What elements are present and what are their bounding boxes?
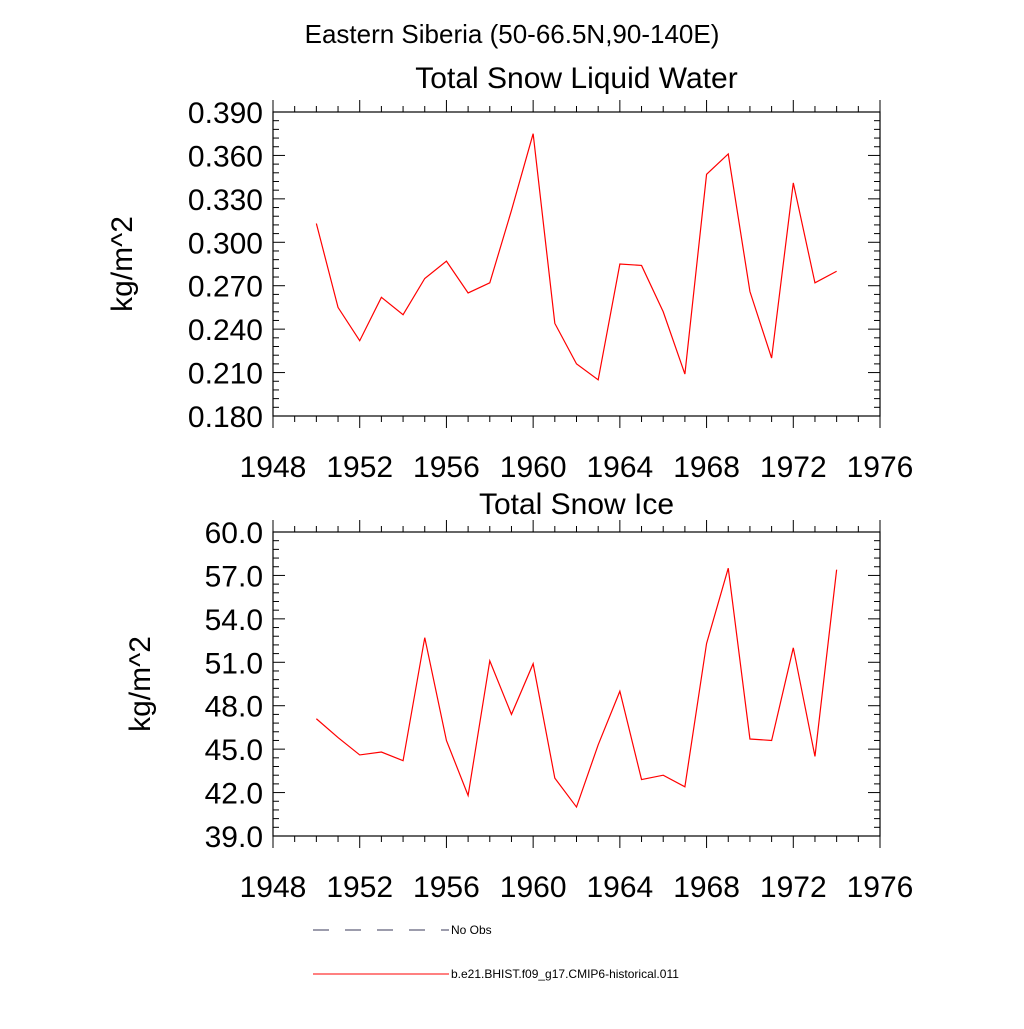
x-tick-label: 1952 [326,451,393,484]
plot-frame [272,531,881,837]
y-axis-label: kg/m^2 [124,636,157,732]
x-tick-label: 1948 [240,871,307,904]
series-line [315,133,837,381]
y-tick-label: 48.0 [205,691,263,724]
y-tick-label: 51.0 [205,647,263,680]
panel-title: Total Snow Liquid Water [415,62,737,95]
plot-frame [272,111,881,417]
y-tick-label: 39.0 [205,821,263,854]
y-tick-label: 60.0 [205,517,263,550]
y-tick-label: 0.390 [188,97,263,130]
x-tick-label: 1964 [586,451,653,484]
x-tick-label: 1968 [673,451,740,484]
figure-title: Eastern Siberia (50-66.5N,90-140E) [305,19,720,49]
x-tick-label: 1960 [500,871,567,904]
panel-title: Total Snow Ice [479,488,674,521]
y-tick-label: 0.180 [188,401,263,434]
y-axis-label: kg/m^2 [106,216,139,312]
y-tick-label: 0.240 [188,314,263,347]
series-line [315,568,838,809]
y-tick-label: 0.270 [188,271,263,304]
y-tick-label: 0.330 [188,184,263,217]
x-tick-label: 1972 [760,451,827,484]
y-tick-label: 0.360 [188,140,263,173]
x-tick-label: 1956 [413,871,480,904]
legend-label: No Obs [451,923,492,937]
x-tick-label: 1976 [847,871,914,904]
x-tick-label: 1956 [413,451,480,484]
y-tick-label: 0.300 [188,227,263,260]
x-tick-label: 1964 [586,871,653,904]
x-tick-label: 1948 [240,451,307,484]
x-tick-label: 1976 [847,451,914,484]
x-tick-label: 1952 [326,871,393,904]
x-tick-label: 1960 [500,451,567,484]
x-tick-label: 1972 [760,871,827,904]
y-tick-label: 42.0 [205,778,263,811]
panel-1: Total Snow Liquid Water kg/m^2 0.180 0.210 0… [106,62,913,484]
y-tick-label: 0.210 [188,358,263,391]
y-tick-label: 54.0 [205,604,263,637]
y-tick-label: 57.0 [205,560,263,593]
legend-label: b.e21.BHIST.f09_g17.CMIP6-historical.011 [451,967,679,981]
panel-2: Total Snow Ice kg/m^2 39.0 42.0 45.0 48.0 51.0… [124,488,913,904]
x-tick-label: 1968 [673,871,740,904]
y-tick-label: 45.0 [205,734,263,767]
